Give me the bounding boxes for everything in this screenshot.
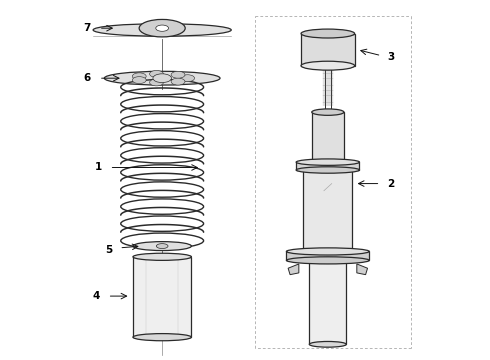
Text: 4: 4: [93, 291, 100, 301]
Text: 2: 2: [388, 179, 395, 189]
Ellipse shape: [132, 77, 146, 84]
Polygon shape: [357, 264, 368, 275]
Ellipse shape: [133, 242, 192, 251]
Ellipse shape: [181, 75, 195, 82]
Ellipse shape: [301, 29, 355, 38]
Ellipse shape: [312, 109, 344, 115]
Ellipse shape: [287, 248, 369, 255]
Text: 5: 5: [105, 245, 112, 255]
Polygon shape: [296, 162, 360, 170]
Ellipse shape: [132, 73, 146, 80]
Ellipse shape: [133, 334, 192, 341]
Ellipse shape: [149, 79, 164, 86]
Ellipse shape: [171, 78, 185, 85]
Polygon shape: [287, 251, 369, 260]
Ellipse shape: [156, 25, 169, 31]
Ellipse shape: [133, 253, 192, 260]
Text: 1: 1: [95, 162, 102, 172]
Polygon shape: [309, 260, 346, 344]
Polygon shape: [288, 264, 299, 275]
Ellipse shape: [301, 61, 355, 70]
Ellipse shape: [149, 71, 164, 77]
Polygon shape: [301, 33, 355, 66]
Ellipse shape: [156, 244, 168, 248]
Polygon shape: [303, 170, 352, 251]
Ellipse shape: [296, 159, 360, 165]
Ellipse shape: [153, 74, 172, 82]
Ellipse shape: [309, 257, 346, 263]
Ellipse shape: [171, 71, 185, 78]
Text: 6: 6: [83, 73, 90, 83]
Polygon shape: [133, 257, 192, 337]
Ellipse shape: [104, 71, 220, 85]
Polygon shape: [312, 112, 344, 162]
Ellipse shape: [93, 24, 231, 36]
Ellipse shape: [309, 342, 346, 347]
Text: 3: 3: [388, 52, 395, 62]
Text: 7: 7: [83, 23, 90, 33]
Ellipse shape: [139, 19, 185, 37]
Ellipse shape: [296, 167, 360, 173]
Ellipse shape: [287, 257, 369, 264]
